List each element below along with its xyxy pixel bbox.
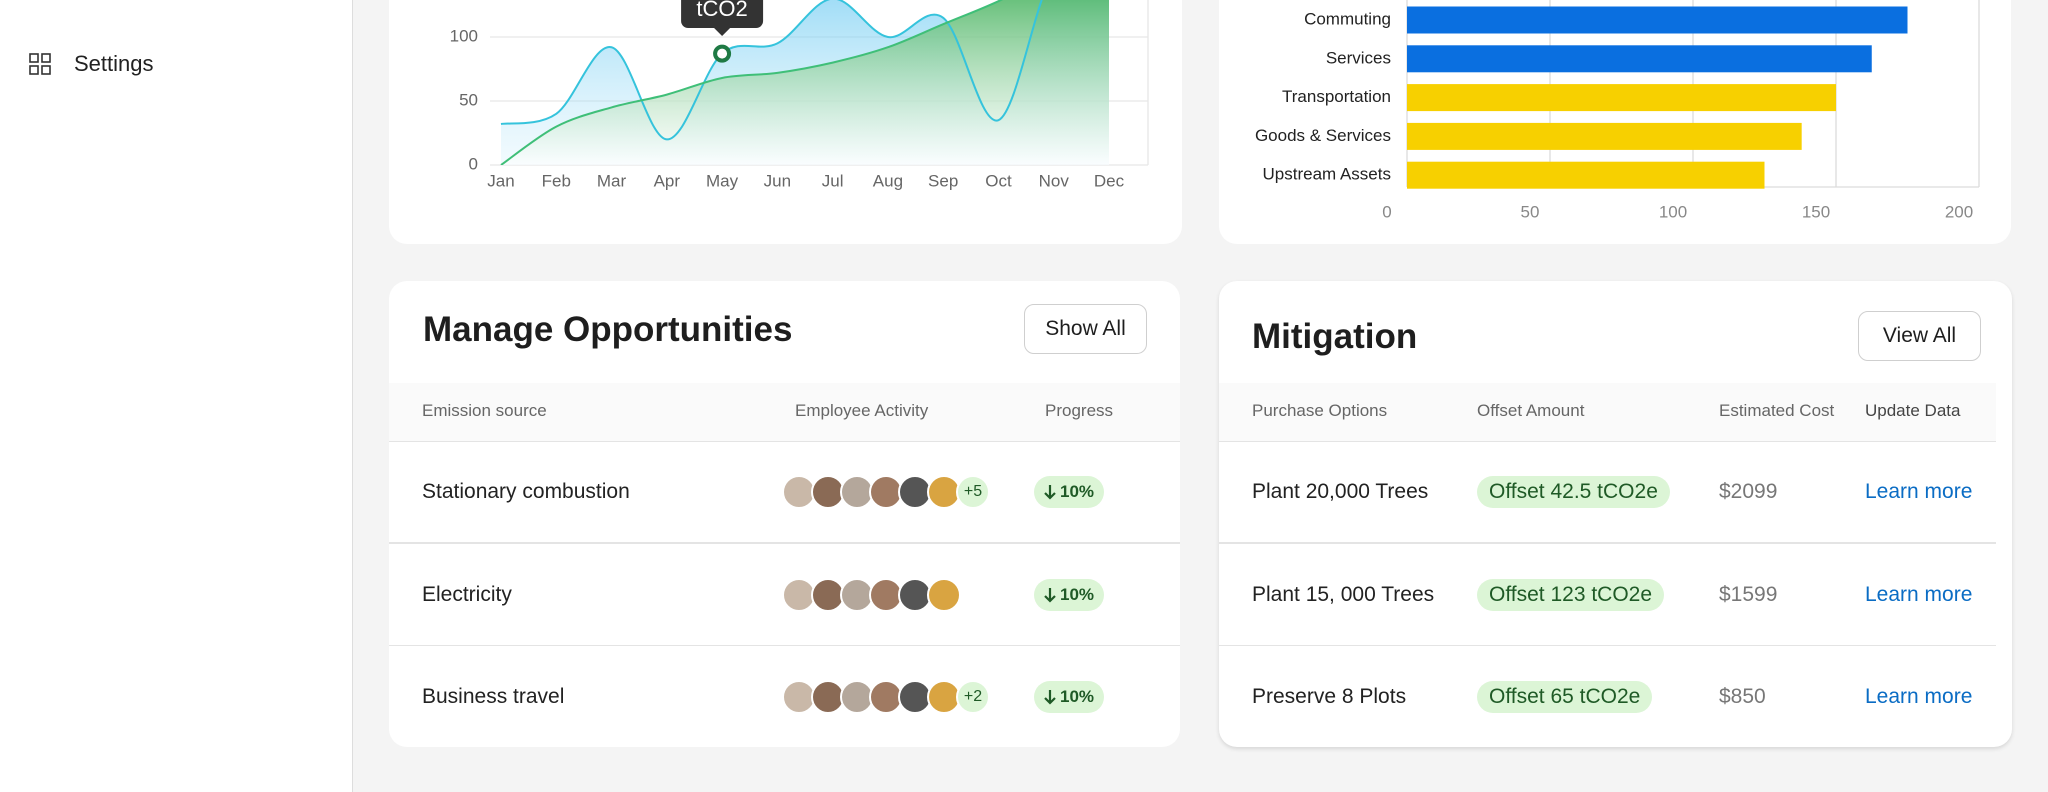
avatar-more: +2 <box>956 680 990 714</box>
learn-more-link[interactable]: Learn more <box>1865 582 1973 606</box>
estimated-cost: $850 <box>1719 685 1766 708</box>
arrow <box>1044 485 1056 500</box>
row-divider <box>1219 644 1996 646</box>
arrow-down-icon <box>1044 587 1056 603</box>
avatar <box>840 577 874 612</box>
avatar <box>782 577 816 612</box>
view-all-button[interactable]: View All <box>1858 311 1981 361</box>
row-divider <box>1219 542 1996 544</box>
column-header: Employee Activity <box>795 401 929 420</box>
estimated-cost: $1599 <box>1719 582 1778 606</box>
estimated-cost: $2099 <box>1719 480 1778 503</box>
arrow <box>1044 690 1056 705</box>
avatar <box>840 475 874 509</box>
row-divider <box>389 542 1180 544</box>
table-header <box>389 383 1180 442</box>
progress-badge: 10% <box>1034 681 1105 713</box>
arrow-down-icon <box>1044 485 1056 500</box>
column-header: Progress <box>1045 401 1114 420</box>
avatar <box>927 577 961 612</box>
card-title: Mitigation <box>1252 317 1418 356</box>
purchase-option: Plant 15, 000 Trees <box>1252 582 1435 606</box>
column-header: Estimated Cost <box>1719 401 1835 420</box>
purchase-option: Plant 20,000 Trees <box>1252 480 1429 503</box>
avatar <box>898 577 932 612</box>
row-divider <box>389 644 1180 646</box>
avatar <box>782 475 816 509</box>
table-header <box>1219 383 1996 442</box>
card-title: Manage Opportunities <box>423 310 793 349</box>
arrow <box>1044 587 1056 603</box>
sidebar: Settings <box>0 0 353 792</box>
purchase-option: Preserve 8 Plots <box>1252 685 1407 708</box>
settings-icon <box>29 53 51 75</box>
emission-source: Electricity <box>422 582 512 606</box>
column-header: Offset Amount <box>1477 401 1585 420</box>
avatar <box>927 680 961 714</box>
column-header: Purchase Options <box>1252 401 1388 420</box>
column-header: Emission source <box>422 401 547 420</box>
show-all-button[interactable]: Show All <box>1024 304 1147 354</box>
progress-badge: 10% <box>1034 476 1105 508</box>
sidebar-item[interactable]: Settings <box>74 51 154 76</box>
avatar-more: +5 <box>956 475 990 509</box>
avatar <box>869 475 903 509</box>
column-header: Update Data <box>1865 401 1961 420</box>
emissions-card <box>389 0 1182 244</box>
avatar <box>869 680 903 714</box>
offset-amount: Offset 65 tCO2e <box>1477 681 1653 713</box>
opportunities-card: Manage Opportunities Show All Emission s… <box>389 281 1180 747</box>
emission-source: Business travel <box>422 685 565 708</box>
learn-more-link[interactable]: Learn more <box>1865 685 1973 708</box>
offset-amount: Offset 123 tCO2e <box>1477 578 1665 611</box>
learn-more-link[interactable]: Learn more <box>1865 480 1973 503</box>
avatar <box>811 680 845 714</box>
arrow-down-icon <box>1044 690 1056 705</box>
offset-amount: Offset 42.5 tCO2e <box>1477 476 1670 508</box>
categories-card <box>1219 0 2011 244</box>
progress-badge: 10% <box>1034 578 1105 611</box>
mitigation-card: Mitigation View All Purchase Options Offs… <box>1219 281 2012 747</box>
emission-source: Stationary combustion <box>422 480 630 503</box>
avatar <box>898 680 932 714</box>
